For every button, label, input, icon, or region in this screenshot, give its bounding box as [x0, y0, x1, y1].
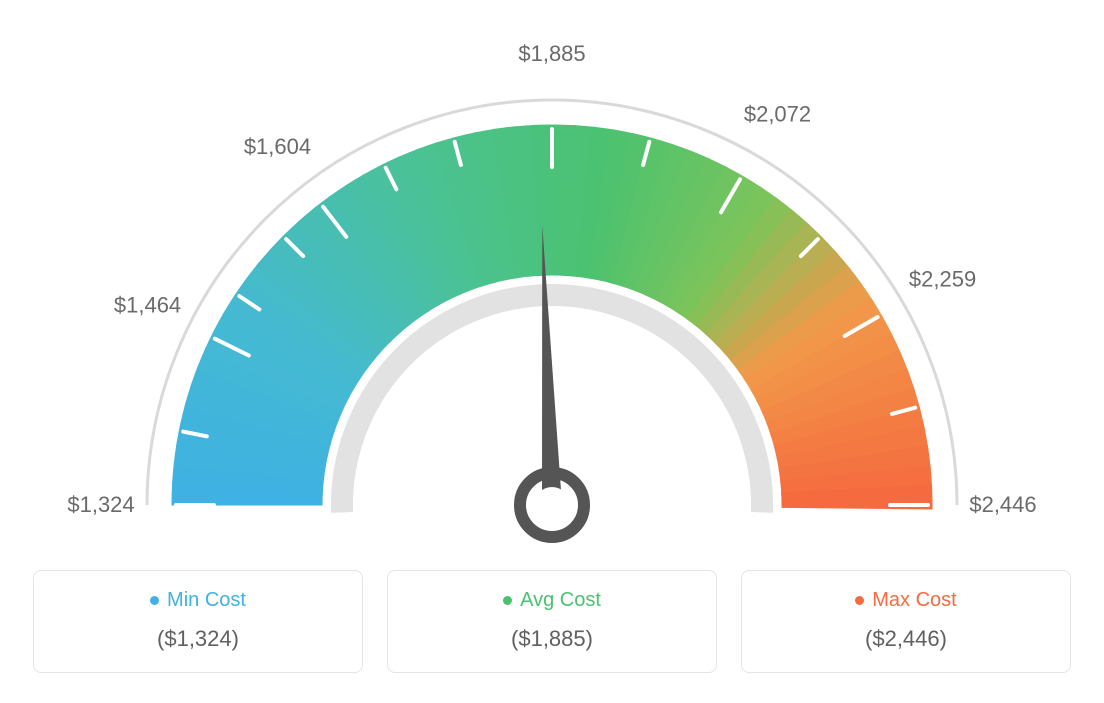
dot-icon: [503, 596, 512, 605]
svg-text:$1,604: $1,604: [244, 134, 311, 159]
svg-text:$2,259: $2,259: [909, 267, 976, 292]
avg-cost-title: Avg Cost: [503, 589, 601, 612]
svg-text:$1,324: $1,324: [67, 492, 134, 517]
dot-icon: [855, 596, 864, 605]
avg-cost-value: ($1,885): [398, 626, 706, 652]
min-cost-title: Min Cost: [150, 589, 246, 612]
gauge-svg: $1,324 $1,464 $1,604 $1,885 $2,072 $2,259 $2,4…: [30, 35, 1074, 555]
min-cost-value: ($1,324): [44, 626, 352, 652]
min-cost-label: Min Cost: [167, 589, 246, 612]
max-cost-card: Max Cost ($2,446): [741, 570, 1071, 673]
dot-icon: [150, 596, 159, 605]
avg-cost-label: Avg Cost: [520, 589, 601, 612]
min-cost-card: Min Cost ($1,324): [33, 570, 363, 673]
max-cost-value: ($2,446): [752, 626, 1060, 652]
avg-cost-card: Avg Cost ($1,885): [387, 570, 717, 673]
svg-text:$1,464: $1,464: [114, 293, 181, 318]
svg-text:$2,446: $2,446: [969, 492, 1036, 517]
svg-text:$1,885: $1,885: [518, 41, 585, 66]
summary-cards: Min Cost ($1,324) Avg Cost ($1,885) Max …: [30, 570, 1074, 673]
max-cost-label: Max Cost: [872, 589, 956, 612]
svg-text:$2,072: $2,072: [744, 101, 811, 126]
max-cost-title: Max Cost: [855, 589, 956, 612]
gauge-chart: $1,324 $1,464 $1,604 $1,885 $2,072 $2,259 $2,4…: [30, 30, 1074, 560]
